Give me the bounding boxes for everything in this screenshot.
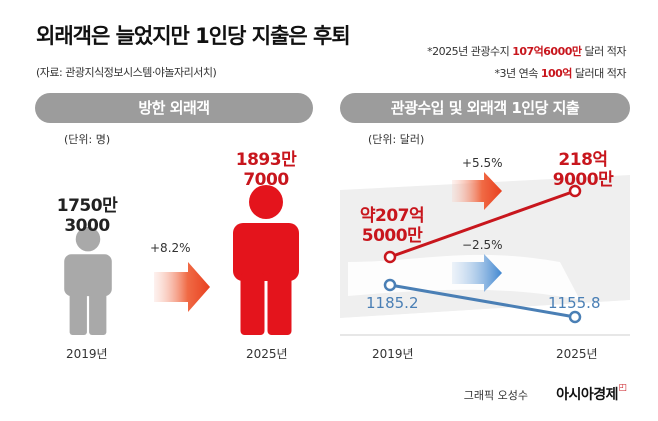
note2-prefix: *3년 연속 [494,67,541,80]
revenue-2025-value-line2: 9000만 [552,170,614,190]
logo-mark-icon: ◰ [618,383,627,393]
spending-decline-arrow [452,254,502,292]
revenue-2019-value-line1: 약207억 [359,206,425,226]
spending-2019-value: 1185.2 [366,294,419,312]
person-left-leg [69,290,87,335]
revenue-2019-value-line2: 5000만 [361,226,423,246]
person-torso [233,223,299,281]
visitors-2025-value: 1893만 7000 [226,150,306,190]
visitors-2025-value-line1: 1893만 [235,150,297,170]
spending-point-2019년 [383,278,397,292]
note2-highlight: 100억 [540,67,573,80]
visitors-growth-arrow [154,262,210,312]
visitors-change-label: +8.2% [150,241,191,255]
note1-suffix: 달러 적자 [581,45,627,58]
note1-highlight: 107억6000만 [512,45,582,58]
visitors-panel-title: 방한 외래객 [35,93,313,123]
visitors-unit: (단위: 명) [64,133,111,146]
revenue-2025-value: 218억 9000만 [543,150,623,190]
note2-suffix: 달러대 적자 [571,67,627,80]
note1-prefix: *2025년 관광수지 [427,45,513,58]
revenue-2025-value-line1: 218억 [558,150,608,170]
revenue-point-2025년 [568,184,582,198]
revenue-2019-value: 약207억 5000만 [352,206,432,246]
spending-2025-value: 1155.8 [548,294,601,312]
trade-deficit-note: *2025년 관광수지 107억6000만 달러 적자 [427,43,626,59]
person-left-leg [240,273,265,335]
revenue-x-label-2019: 2019년 [372,347,414,361]
revenue-x-label-2025: 2025년 [556,347,598,361]
spending-point-2025년 [568,310,582,324]
person-right-leg [89,290,107,335]
spending-line [389,283,576,319]
visitors-x-label-2025: 2025년 [246,347,288,361]
visitors-2019-value-line1: 1750만 [56,196,118,216]
person-icon-2025 [233,185,299,335]
revenue-unit: (단위: 달러) [368,133,425,146]
person-torso [64,254,112,297]
person-head [75,226,101,252]
person-icon-2019 [64,226,112,335]
spending-change-label: −2.5% [462,238,503,252]
graphic-credit: 그래픽 오성수 [463,389,528,402]
revenue-growth-arrow [452,172,502,210]
deficit-streak-note: *3년 연속 100억 달러대 적자 [494,65,626,81]
visitors-2025-value-line2: 7000 [243,170,289,190]
visitors-2019-value: 1750만 3000 [47,196,127,236]
visitors-2019-value-line2: 3000 [64,216,110,236]
chart-title: 외래객은 늘었지만 1인당 지출은 후퇴 [36,24,351,48]
publisher-logo: 아시아경제 [556,387,618,403]
revenue-line [389,189,576,259]
revenue-point-2019년 [383,250,397,264]
revenue-panel-title: 관광수입 및 외래객 1인당 지출 [340,93,630,123]
visitors-x-label-2019: 2019년 [66,347,108,361]
revenue-change-label: +5.5% [462,156,503,170]
person-head [249,185,283,219]
source-note: (자료: 관광지식정보시스템·야놀자리서치) [36,66,217,79]
person-right-leg [267,273,292,335]
